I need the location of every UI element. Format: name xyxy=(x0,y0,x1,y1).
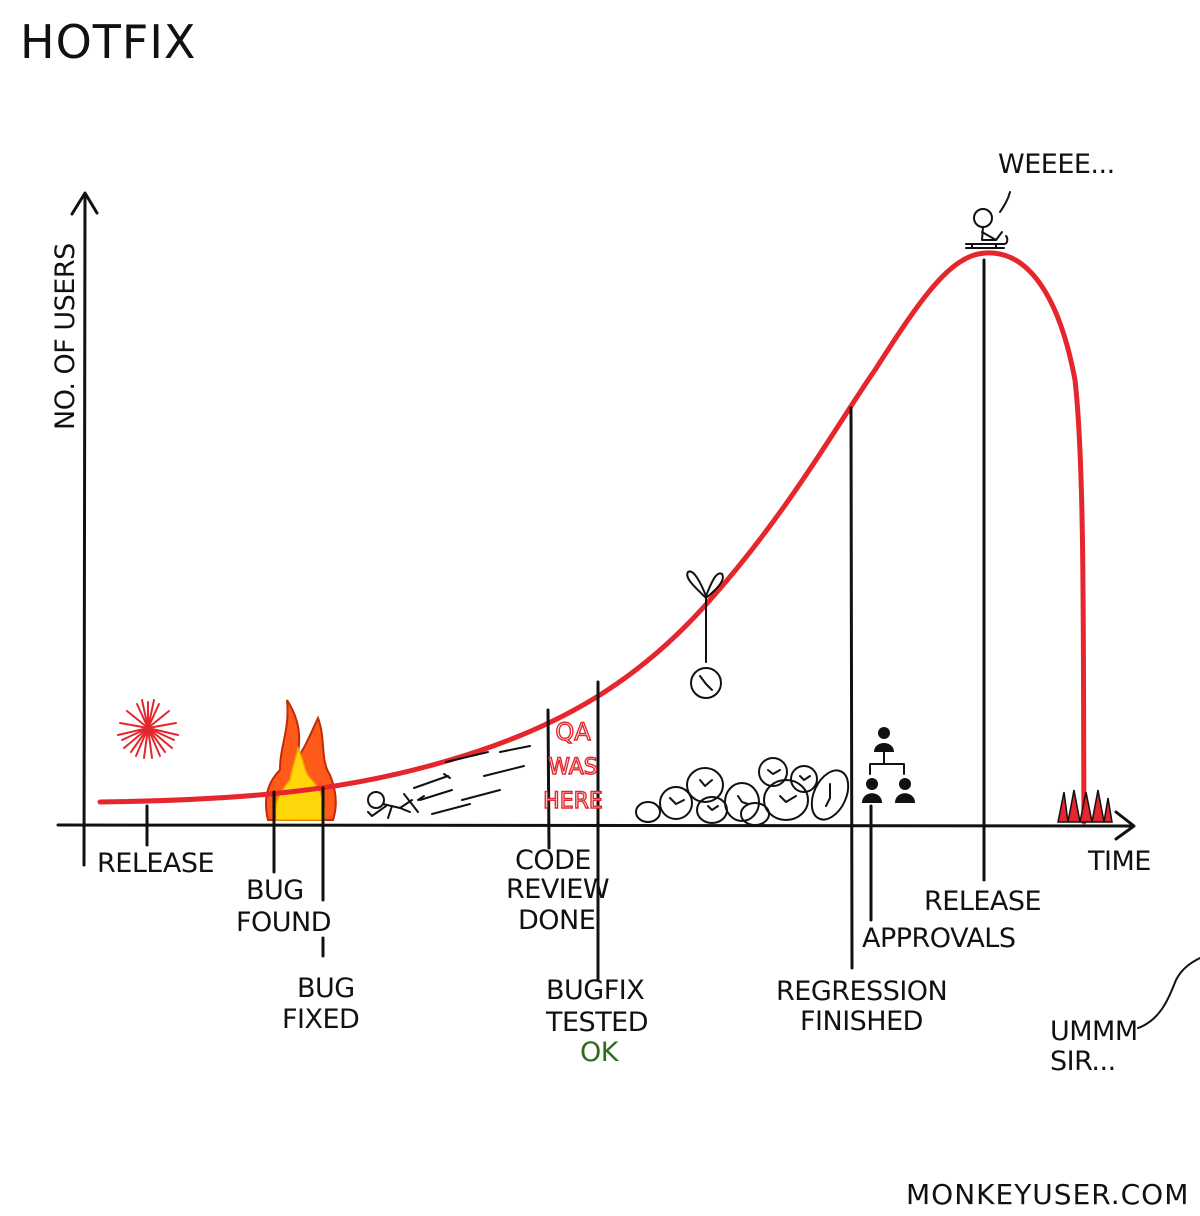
label-code-review-line2: REVIEW xyxy=(506,874,609,905)
sledding-person-icon xyxy=(965,208,1009,249)
label-code-review-line3: DONE xyxy=(518,905,595,936)
event-lines xyxy=(145,258,986,970)
label-code-review-line1: CODE xyxy=(515,845,591,876)
user-count-curve xyxy=(97,250,1087,825)
y-axis-label: NO. OF USERS xyxy=(50,243,81,430)
hanging-clock-icon xyxy=(686,570,724,699)
firework-icon xyxy=(117,699,179,759)
speech-weeee-pointer xyxy=(999,191,1011,213)
spikes-icon xyxy=(1057,789,1113,823)
label-bugfix-tested-line1: BUGFIX xyxy=(546,975,644,1006)
label-bugfix-tested-line2: TESTED xyxy=(545,1007,648,1038)
y-axis xyxy=(70,191,99,867)
graffiti-here: HERE xyxy=(543,789,603,814)
speech-ummm-line1: UMMM xyxy=(1050,1016,1138,1047)
label-bug-found-line1: BUG xyxy=(246,875,304,906)
label-bug-fixed-line2: FIXED xyxy=(282,1004,359,1035)
clock-pile-icon xyxy=(635,757,850,826)
graffiti-was: WAS xyxy=(548,755,598,780)
label-approvals: APPROVALS xyxy=(862,923,1015,954)
fire-icon xyxy=(264,699,337,821)
speech-weeee: WEEEE... xyxy=(998,149,1115,180)
qa-was-here-box: QA WAS HERE xyxy=(542,680,604,982)
org-chart-icon xyxy=(862,727,915,803)
sliding-person-icon xyxy=(367,745,531,819)
comic-title: HOTFIX xyxy=(20,15,196,69)
label-ok: OK xyxy=(580,1037,620,1068)
label-bug-found-line2: FOUND xyxy=(236,907,331,938)
label-release-1: RELEASE xyxy=(97,848,214,879)
x-axis-label: TIME xyxy=(1087,846,1151,877)
speech-ummm-pointer xyxy=(1137,957,1200,1029)
label-regression-line1: REGRESSION xyxy=(776,976,947,1007)
speech-ummm-line2: SIR... xyxy=(1050,1046,1116,1077)
label-release-2: RELEASE xyxy=(924,886,1041,917)
regression-tick xyxy=(849,406,854,970)
watermark: MONKEYUSER.COM xyxy=(906,1178,1189,1211)
graffiti-qa: QA xyxy=(555,718,591,746)
label-regression-line2: FINISHED xyxy=(800,1006,923,1037)
label-bug-fixed-line1: BUG xyxy=(297,973,355,1004)
x-axis xyxy=(56,810,1136,841)
